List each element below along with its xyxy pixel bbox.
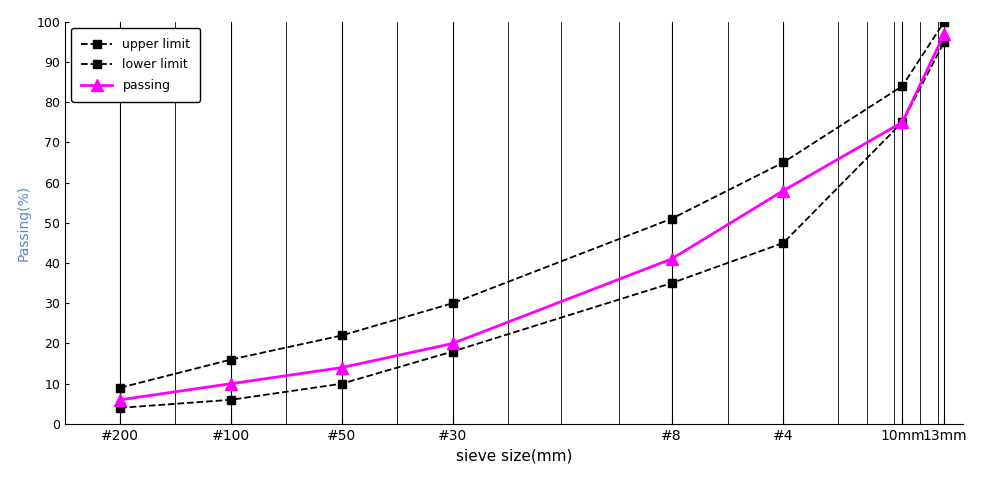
lower limit (939, 39, 951, 45)
upper limit (939, 19, 951, 24)
Line: upper limit: upper limit (116, 17, 949, 392)
upper limit (666, 216, 677, 222)
Line: passing: passing (114, 28, 950, 405)
passing (777, 188, 789, 193)
X-axis label: sieve size(mm): sieve size(mm) (456, 448, 572, 463)
passing (939, 31, 951, 36)
upper limit (447, 300, 458, 306)
lower limit (114, 405, 126, 411)
Legend: upper limit, lower limit, passing: upper limit, lower limit, passing (71, 28, 200, 102)
lower limit (336, 381, 348, 386)
upper limit (114, 385, 126, 391)
passing (225, 381, 237, 386)
upper limit (336, 333, 348, 338)
Y-axis label: Passing(%): Passing(%) (17, 185, 31, 261)
lower limit (447, 348, 458, 354)
lower limit (666, 280, 677, 286)
passing (666, 256, 677, 262)
passing (447, 341, 458, 347)
upper limit (225, 357, 237, 362)
lower limit (777, 240, 789, 246)
Line: lower limit: lower limit (116, 37, 949, 412)
passing (896, 120, 908, 125)
passing (336, 365, 348, 371)
upper limit (777, 159, 789, 165)
passing (114, 397, 126, 403)
upper limit (896, 83, 908, 89)
lower limit (225, 397, 237, 403)
lower limit (896, 120, 908, 125)
